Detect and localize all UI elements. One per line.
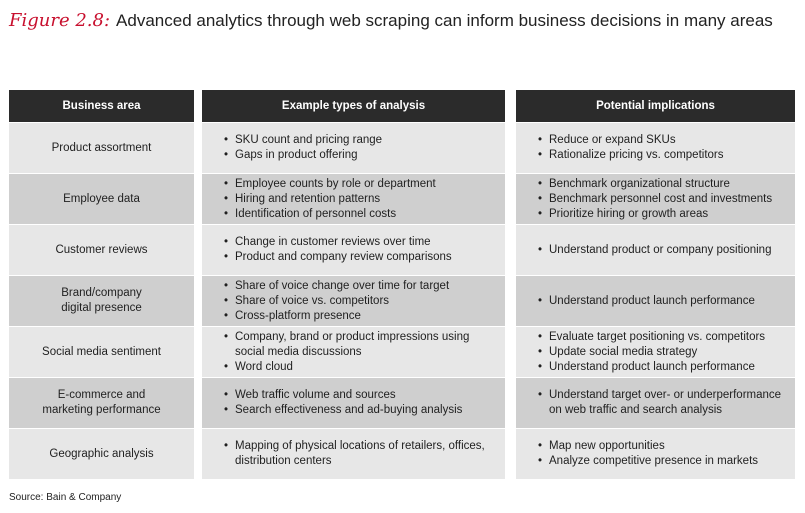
analysis-cell: Employee counts by role or departmentHir… <box>202 174 505 224</box>
business-area-cell: Customer reviews <box>9 225 194 275</box>
business-area-column: Business area Product assortment Employee… <box>9 90 194 479</box>
analysis-item: Web traffic volume and sources <box>224 388 495 403</box>
analysis-header: Example types of analysis <box>202 90 505 122</box>
analysis-column: Example types of analysis SKU count and … <box>202 90 505 479</box>
implications-list: Understand product launch performance <box>538 294 785 309</box>
implication-item: Benchmark personnel cost and investments <box>538 192 785 207</box>
implications-cell: Benchmark organizational structureBenchm… <box>516 174 795 224</box>
implications-list: Reduce or expand SKUsRationalize pricing… <box>538 133 785 163</box>
analysis-cell: Company, brand or product impressions us… <box>202 327 505 377</box>
analysis-item: Search effectiveness and ad-buying analy… <box>224 403 495 418</box>
implications-column: Potential implications Reduce or expand … <box>516 90 795 479</box>
analysis-item: Cross-platform presence <box>224 309 495 324</box>
implication-item: Evaluate target positioning vs. competit… <box>538 330 785 345</box>
analysis-item: Share of voice change over time for targ… <box>224 279 495 294</box>
implications-cell: Understand product or company positionin… <box>516 225 795 275</box>
analysis-cell: Mapping of physical locations of retaile… <box>202 429 505 479</box>
implications-header: Potential implications <box>516 90 795 122</box>
business-area-label: Social media sentiment <box>42 345 161 358</box>
implications-list: Understand product or company positionin… <box>538 243 785 258</box>
source-note: Source: Bain & Company <box>9 492 122 503</box>
business-area-label: E-commerce and <box>57 389 146 401</box>
analysis-cell: Share of voice change over time for targ… <box>202 276 505 326</box>
business-area-cell: E-commerce and marketing performance <box>9 378 194 428</box>
figure-caption: Advanced analytics through web scraping … <box>116 11 773 30</box>
analysis-cell: SKU count and pricing rangeGaps in produ… <box>202 123 505 173</box>
analysis-cell: Web traffic volume and sourcesSearch eff… <box>202 378 505 428</box>
implications-list: Map new opportunitiesAnalyze competitive… <box>538 439 785 469</box>
implication-item: Reduce or expand SKUs <box>538 133 785 148</box>
implication-item: Benchmark organizational structure <box>538 177 785 192</box>
implications-cell: Evaluate target positioning vs. competit… <box>516 327 795 377</box>
implications-list: Benchmark organizational structureBenchm… <box>538 177 785 222</box>
analysis-item: SKU count and pricing range <box>224 133 495 148</box>
figure-label: Figure 2.8: <box>9 10 111 31</box>
analysis-item: Share of voice vs. competitors <box>224 294 495 309</box>
business-area-label: marketing performance <box>42 404 161 416</box>
business-area-cell: Social media sentiment <box>9 327 194 377</box>
implication-item: Map new opportunities <box>538 439 785 454</box>
implication-item: Understand product or company positionin… <box>538 243 785 258</box>
analysis-item: Product and company review comparisons <box>224 250 495 265</box>
implications-list: Evaluate target positioning vs. competit… <box>538 330 785 375</box>
business-area-cell: Brand/company digital presence <box>9 276 194 326</box>
analysis-item: Hiring and retention patterns <box>224 192 495 207</box>
business-area-header: Business area <box>9 90 194 122</box>
figure-title: Figure 2.8: Advanced analytics through we… <box>9 8 799 34</box>
implication-item: Understand product launch performance <box>538 294 785 309</box>
analysis-item: Gaps in product offering <box>224 148 495 163</box>
implications-list: Understand target over- or underperforma… <box>538 388 785 418</box>
analysis-item: Change in customer reviews over time <box>224 235 495 250</box>
business-area-label: Brand/company <box>61 287 142 299</box>
analysis-list: Employee counts by role or departmentHir… <box>224 177 495 222</box>
business-area-cell: Geographic analysis <box>9 429 194 479</box>
analysis-item: Employee counts by role or department <box>224 177 495 192</box>
implications-cell: Understand product launch performance <box>516 276 795 326</box>
implication-item: Understand product launch performance <box>538 360 785 375</box>
analysis-item: Word cloud <box>224 360 495 375</box>
business-area-label: Product assortment <box>51 141 152 154</box>
analysis-cell: Change in customer reviews over timeProd… <box>202 225 505 275</box>
analysis-item: Company, brand or product impressions us… <box>224 330 495 360</box>
implication-item: Analyze competitive presence in markets <box>538 454 785 469</box>
implications-cell: Map new opportunitiesAnalyze competitive… <box>516 429 795 479</box>
business-area-label: Employee data <box>63 192 140 205</box>
analysis-item: Mapping of physical locations of retaile… <box>224 439 495 469</box>
implication-item: Prioritize hiring or growth areas <box>538 207 785 222</box>
analysis-list: Mapping of physical locations of retaile… <box>224 439 495 469</box>
business-area-label: Customer reviews <box>55 243 148 256</box>
analysis-list: SKU count and pricing rangeGaps in produ… <box>224 133 495 163</box>
analysis-list: Change in customer reviews over timeProd… <box>224 235 495 265</box>
analysis-list: Company, brand or product impressions us… <box>224 330 495 375</box>
analysis-list: Share of voice change over time for targ… <box>224 279 495 324</box>
implication-item: Update social media strategy <box>538 345 785 360</box>
implication-item: Understand target over- or underperforma… <box>538 388 785 418</box>
analysis-list: Web traffic volume and sourcesSearch eff… <box>224 388 495 418</box>
implication-item: Rationalize pricing vs. competitors <box>538 148 785 163</box>
implications-cell: Reduce or expand SKUsRationalize pricing… <box>516 123 795 173</box>
analysis-item: Identification of personnel costs <box>224 207 495 222</box>
business-area-cell: Product assortment <box>9 123 194 173</box>
business-area-label: digital presence <box>61 302 142 314</box>
implications-cell: Understand target over- or underperforma… <box>516 378 795 428</box>
business-area-cell: Employee data <box>9 174 194 224</box>
business-area-label: Geographic analysis <box>49 447 154 460</box>
